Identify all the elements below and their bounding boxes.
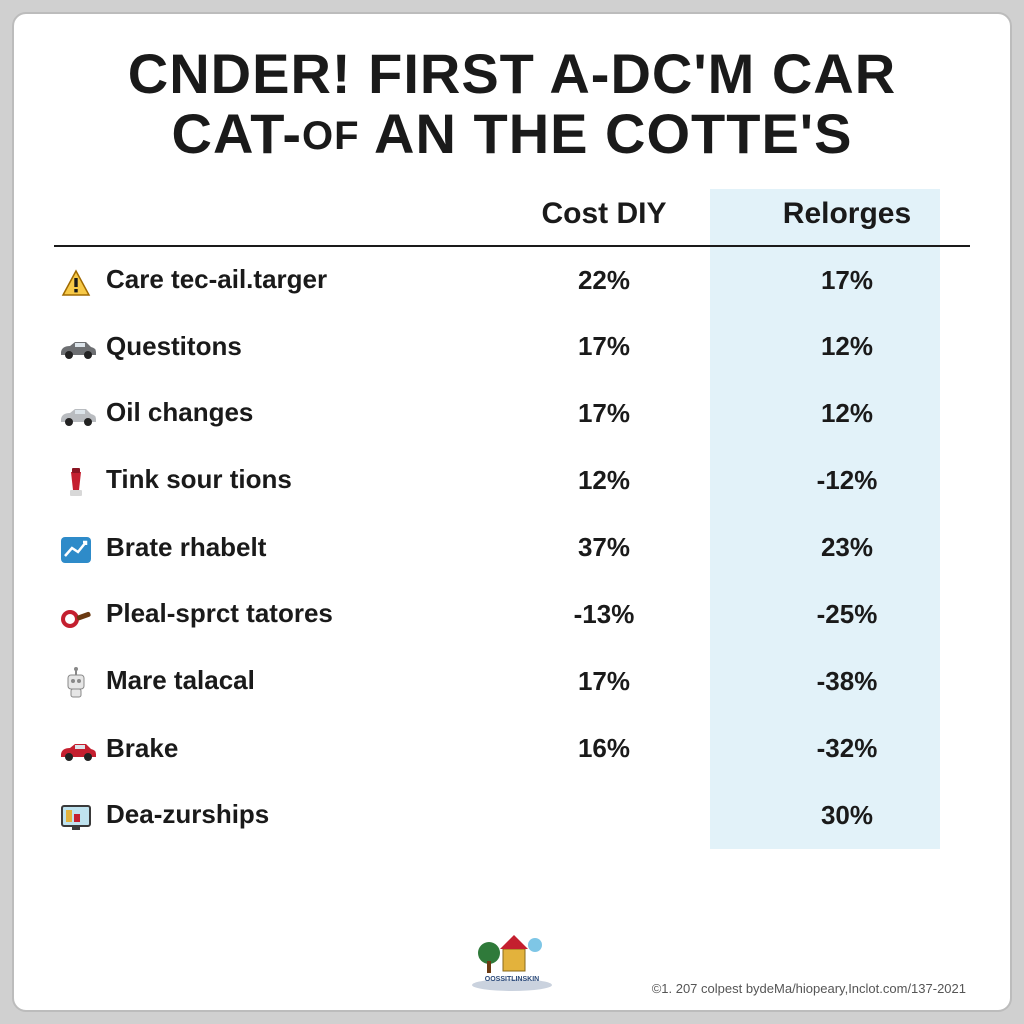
row-label-cell: Tink sour tions <box>54 447 484 515</box>
title-line2-of: OF <box>302 114 360 158</box>
table-row: Oil changes 17%12% <box>54 380 970 447</box>
row-value-relorges: 17% <box>724 246 970 314</box>
infographic-card: CNDER! FIRST A-DC'M CAR CAT-OF AN THE CO… <box>12 12 1012 1012</box>
table-header-row: Cost DIY Relorges <box>54 189 970 246</box>
row-value-relorges: 30% <box>724 782 970 849</box>
row-value-diy: 17% <box>484 314 724 381</box>
table-row: Brake 16%-32% <box>54 716 970 783</box>
table-row: Questitons 17%12% <box>54 314 970 381</box>
row-value-relorges: -32% <box>724 716 970 783</box>
row-value-diy: 16% <box>484 716 724 783</box>
col-header-diy: Cost DIY <box>484 189 724 246</box>
table-row: Pleal-sprct tatores -13%-25% <box>54 581 970 648</box>
row-value-diy: 17% <box>484 648 724 716</box>
row-label: Care tec-ail.targer <box>106 264 327 294</box>
row-value-relorges: -12% <box>724 447 970 515</box>
car-gray-icon <box>58 332 94 363</box>
row-value-relorges: 23% <box>724 515 970 582</box>
table-row: Mare talacal 17%-38% <box>54 648 970 716</box>
row-label: Mare talacal <box>106 665 255 695</box>
page-title: CNDER! FIRST A-DC'M CAR CAT-OF AN THE CO… <box>54 44 970 165</box>
table-container: Cost DIY Relorges Care tec-ail.targer 22%… <box>54 189 970 849</box>
row-label-cell: Questitons <box>54 314 484 381</box>
row-value-relorges: -38% <box>724 648 970 716</box>
row-label-cell: Mare talacal <box>54 648 484 716</box>
row-label-cell: Pleal-sprct tatores <box>54 581 484 648</box>
comparison-table: Cost DIY Relorges Care tec-ail.targer 22%… <box>54 189 970 849</box>
copyright-text: ©1. 207 colpest bydeMa/hiopeary,Inclot.c… <box>652 981 966 996</box>
row-value-diy: -13% <box>484 581 724 648</box>
table-row: Brate rhabelt 37%23% <box>54 515 970 582</box>
row-label: Pleal-sprct tatores <box>106 598 333 628</box>
row-label: Oil changes <box>106 397 253 427</box>
table-row: Care tec-ail.targer 22%17% <box>54 246 970 314</box>
row-value-relorges: 12% <box>724 314 970 381</box>
title-line1: CNDER! FIRST A-DC'M CAR <box>128 42 896 105</box>
row-label: Questitons <box>106 331 242 361</box>
row-label: Brate rhabelt <box>106 532 266 562</box>
table-row: Tink sour tions 12%-12% <box>54 447 970 515</box>
row-value-relorges: -25% <box>724 581 970 648</box>
title-line2-post: AN THE COTTE'S <box>360 102 853 165</box>
row-label-cell: Brate rhabelt <box>54 515 484 582</box>
row-label: Tink sour tions <box>106 464 292 494</box>
row-label: Brake <box>106 733 178 763</box>
row-value-diy: 17% <box>484 380 724 447</box>
pan-icon <box>58 600 94 631</box>
robot-icon <box>58 665 94 698</box>
col-header-relorges: Relorges <box>724 189 970 246</box>
car-silver-icon <box>58 399 94 430</box>
monitor-icon <box>58 801 94 832</box>
chart-icon <box>58 533 94 564</box>
warning-icon <box>58 266 94 297</box>
row-value-diy: 37% <box>484 515 724 582</box>
title-line2-pre: CAT- <box>172 102 303 165</box>
row-value-diy <box>484 782 724 849</box>
row-value-diy: 22% <box>484 246 724 314</box>
svg-text:OOSSITLINSKIN: OOSSITLINSKIN <box>485 976 539 983</box>
footer-logo-icon: OOSSITLINSKIN <box>467 923 557 998</box>
row-label-cell: Brake <box>54 716 484 783</box>
blender-icon <box>58 464 94 497</box>
col-header-empty <box>54 189 484 246</box>
car-red-icon <box>58 734 94 765</box>
row-label-cell: Oil changes <box>54 380 484 447</box>
table-row: Dea-zurships 30% <box>54 782 970 849</box>
row-label: Dea-zurships <box>106 799 269 829</box>
row-value-diy: 12% <box>484 447 724 515</box>
row-label-cell: Dea-zurships <box>54 782 484 849</box>
row-value-relorges: 12% <box>724 380 970 447</box>
row-label-cell: Care tec-ail.targer <box>54 246 484 314</box>
